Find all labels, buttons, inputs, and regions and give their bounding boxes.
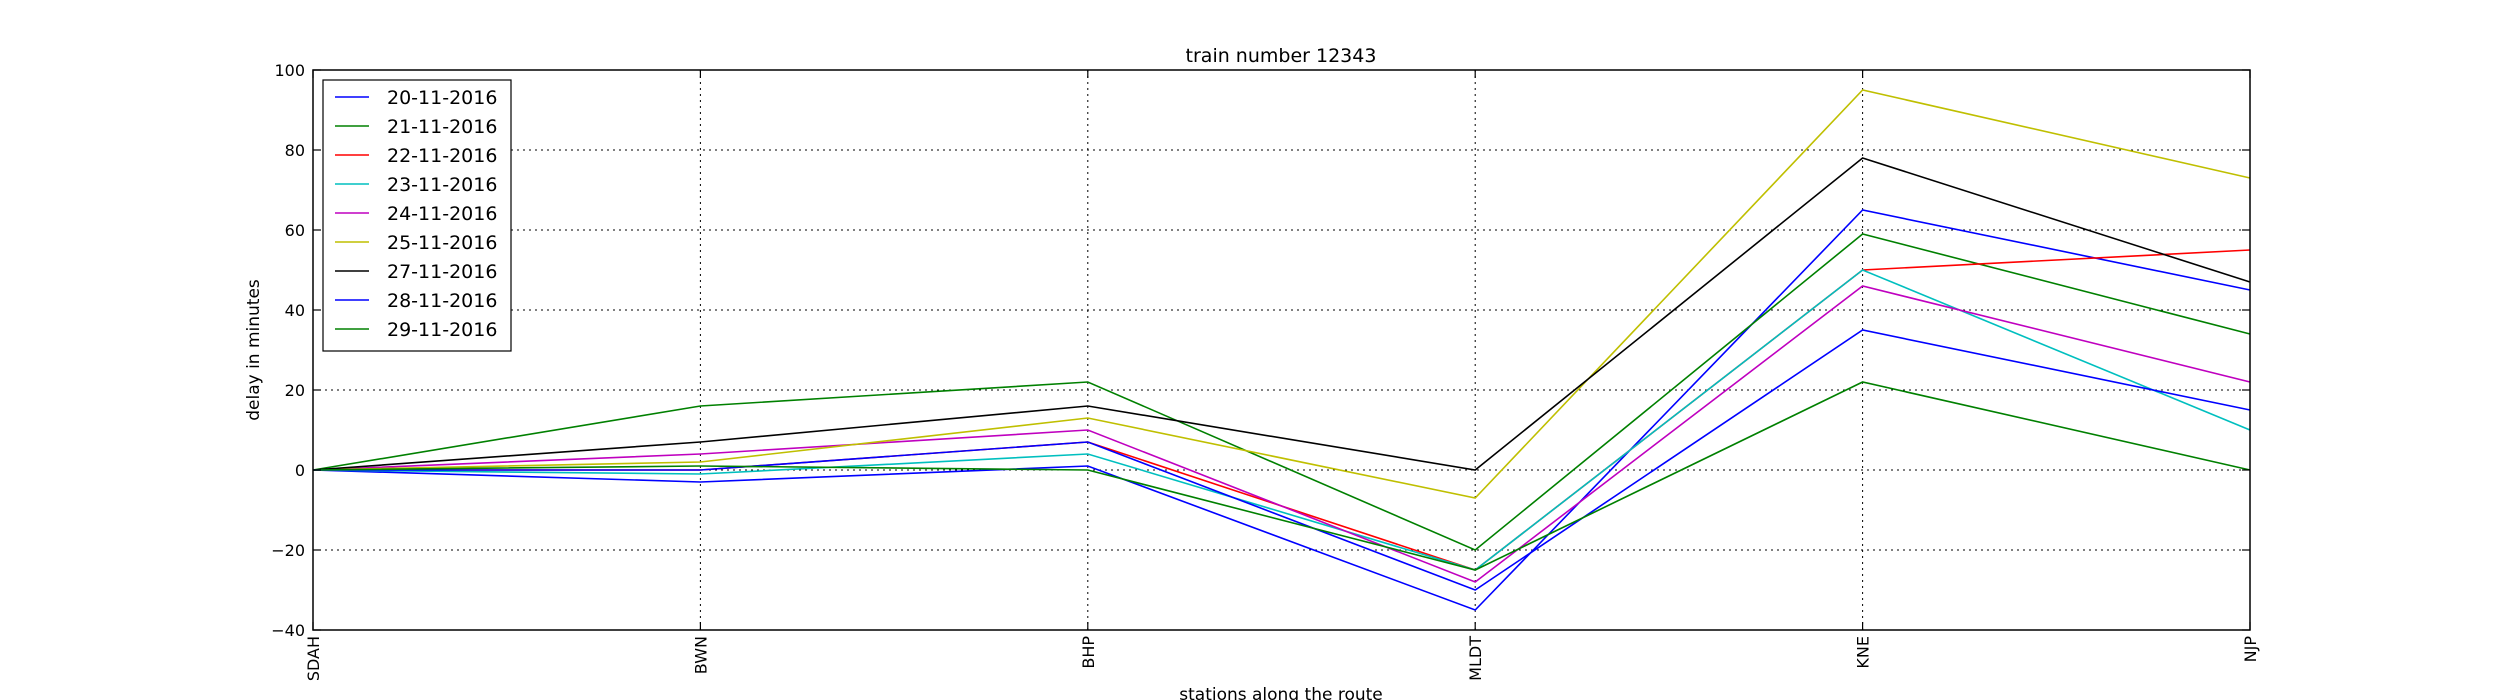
series-line [312,89,2251,499]
legend-entry: 20-11-2016 [387,87,497,109]
chart-title: train number 12343 [1186,45,1377,67]
y-axis-label: delay in minutes [244,279,264,421]
legend-entry: 23-11-2016 [387,174,497,196]
legend-entry: 24-11-2016 [387,203,497,225]
y-tick-label: 80 [285,141,305,160]
legend-entry: 28-11-2016 [387,290,497,312]
x-tick-label: MLDT [1466,636,1485,681]
y-tick-label: 40 [285,301,305,320]
legend-entry: 22-11-2016 [387,145,497,167]
series-line [312,233,2251,551]
x-tick-label: BWN [691,636,710,674]
legend-box [322,79,512,352]
legend: 20-11-2016 21-11-2016 22-11-2016 23-11-2016… [322,79,512,352]
series-line [312,209,2251,611]
legend-entry: 27-11-2016 [387,261,497,283]
series-line [313,249,2251,571]
series-lines [312,89,2251,611]
y-tick-label: 20 [285,381,305,400]
plot-frame [312,69,2251,631]
series-line [312,285,2251,583]
axis-ticks: SDAH BWN BHP MLDT KNE NJP −40 −20 0 20 40 60 80 100 [271,61,2260,681]
y-tick-label: 0 [295,461,305,480]
y-tick-label: −40 [271,621,305,640]
y-tick-label: 60 [285,221,305,240]
series-line [312,269,2251,571]
legend-entry: 21-11-2016 [387,116,497,138]
x-tick-label: NJP [2241,636,2260,663]
x-tick-label: BHP [1079,636,1098,669]
grid-lines [313,70,2250,630]
legend-entry: 25-11-2016 [387,232,497,254]
series-line [312,381,2251,571]
y-tick-label: −20 [271,541,305,560]
y-tick-label: 100 [274,61,305,80]
series-line [313,329,2251,591]
series-line [312,157,2251,471]
x-tick-label: KNE [1854,636,1873,669]
x-tick-label: SDAH [304,636,323,681]
legend-entry: 29-11-2016 [387,319,497,341]
x-axis-label: stations along the route [1179,685,1383,700]
